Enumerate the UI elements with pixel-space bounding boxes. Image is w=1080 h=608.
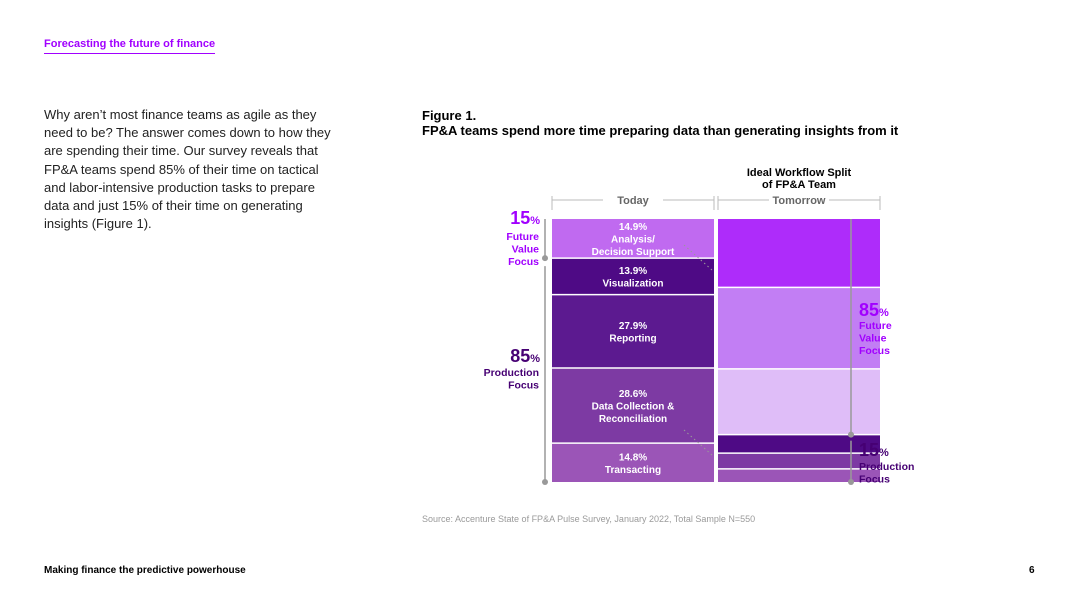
bar-segment <box>718 368 880 435</box>
segment-label: 27.9% Reporting <box>609 321 656 345</box>
segment-label: 13.9% Visualization <box>603 266 664 290</box>
section-link[interactable]: Forecasting the future of finance <box>44 38 216 54</box>
bar-segment <box>718 434 880 454</box>
connector-dotted <box>683 429 713 456</box>
figure-title: FP&A teams spend more time preparing dat… <box>422 123 899 138</box>
bracket-dot <box>542 479 548 485</box>
bracket-dot <box>848 431 854 438</box>
production-label-tomorrow: Production Focus <box>859 461 914 486</box>
future-value-label-today: Future Value Focus <box>506 231 539 268</box>
bracket-dot <box>848 479 854 485</box>
intro-paragraph: Why aren’t most finance teams as agile a… <box>44 107 331 232</box>
page-number: 6 <box>1029 565 1035 576</box>
production-pct-today: 85% <box>510 346 540 366</box>
bar-segment <box>718 468 880 482</box>
future-value-pct-today: 15% <box>510 208 540 228</box>
future-value-label-tomorrow: Future Value Focus <box>859 320 892 357</box>
bracket-dot <box>542 255 548 262</box>
bar-segment <box>718 453 880 469</box>
segment-label: 14.8% Transacting <box>605 452 661 476</box>
segment-label: 28.6% Data Collection & Reconciliation <box>592 389 675 425</box>
tomorrow-heading: Ideal Workflow Split of FP&A Team <box>747 167 852 191</box>
connector-dotted <box>683 244 713 271</box>
figure-label: Figure 1. <box>422 108 477 123</box>
bar-segment <box>552 443 714 482</box>
bar-header-label: Tomorrow <box>773 195 826 207</box>
bar-segment <box>552 294 714 368</box>
production-pct-tomorrow: 15% <box>859 440 889 460</box>
bar-segment <box>718 287 880 369</box>
production-label-today: Production Focus <box>484 367 540 392</box>
footer-title: Making finance the predictive powerhouse <box>44 565 246 576</box>
bar-segment <box>552 367 714 444</box>
figure-source: Source: Accenture State of FP&A Pulse Su… <box>422 514 756 524</box>
bar-segment <box>718 219 880 288</box>
bar-header-label: Today <box>617 195 649 207</box>
future-value-pct-tomorrow: 85% <box>859 300 889 320</box>
bar-segment <box>552 258 714 295</box>
segment-label: 14.9% Analysis/Decision Support <box>592 222 675 258</box>
bar-segment <box>552 219 714 259</box>
